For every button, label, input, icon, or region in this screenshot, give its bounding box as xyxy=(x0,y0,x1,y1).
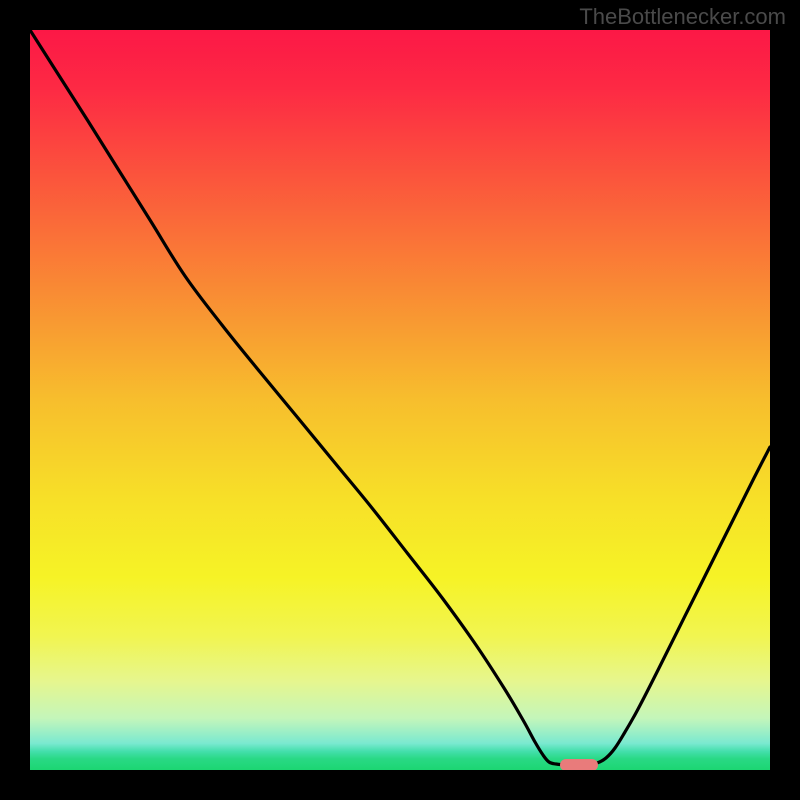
chart-container: TheBottlenecker.com xyxy=(0,0,800,800)
optimal-marker xyxy=(560,759,598,771)
bottleneck-chart xyxy=(0,0,800,800)
plot-background-gradient xyxy=(30,30,770,770)
